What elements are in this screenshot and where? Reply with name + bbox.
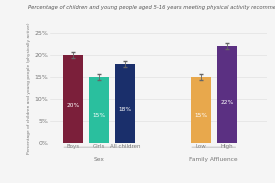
Bar xyxy=(115,64,135,143)
Bar xyxy=(217,46,237,143)
Text: Sex: Sex xyxy=(94,157,104,162)
Y-axis label: Percentage of children and young people (physically active): Percentage of children and young people … xyxy=(28,22,31,154)
Text: Percentage of children and young people aged 5-16 years meeting physical activit: Percentage of children and young people … xyxy=(28,5,275,10)
Text: 15%: 15% xyxy=(92,113,105,117)
Bar xyxy=(89,77,109,143)
Text: 18%: 18% xyxy=(118,107,131,112)
Bar xyxy=(191,77,211,143)
Text: 15%: 15% xyxy=(194,113,207,117)
Text: 20%: 20% xyxy=(66,103,79,108)
Text: Family Affluence: Family Affluence xyxy=(189,157,238,162)
Text: 22%: 22% xyxy=(220,100,233,105)
Bar xyxy=(63,55,83,143)
